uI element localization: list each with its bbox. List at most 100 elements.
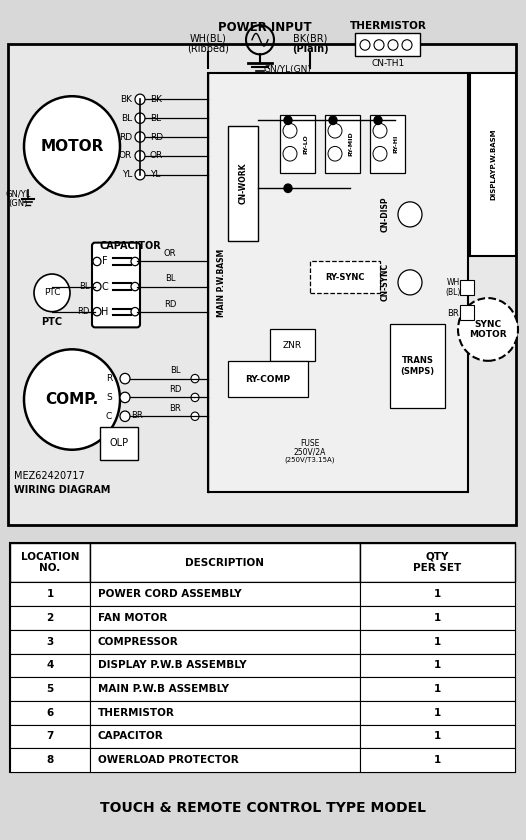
Text: QTY
PER SET: QTY PER SET [413,552,462,574]
Circle shape [374,116,382,124]
Bar [390,324,445,408]
Bar [90,748,360,772]
Circle shape [34,274,70,312]
Text: (Plain): (Plain) [292,44,328,54]
Text: 3: 3 [46,637,54,647]
Text: YL: YL [150,171,160,179]
Circle shape [120,392,130,402]
Bar [470,73,516,256]
Text: RY-HI: RY-HI [393,134,399,153]
Bar [360,630,515,654]
Text: C: C [102,281,108,291]
Text: BL: BL [150,113,161,123]
Circle shape [131,257,139,265]
Text: BL: BL [170,366,180,375]
Bar [90,677,360,701]
Text: 8: 8 [46,755,54,765]
Text: 4: 4 [46,660,54,670]
Text: RD: RD [150,133,163,141]
Text: H: H [102,307,109,317]
Bar [360,677,515,701]
Text: CN-TH1: CN-TH1 [371,59,404,67]
Text: MOTOR: MOTOR [41,139,104,154]
Text: RY-COMP: RY-COMP [246,375,290,384]
Text: 6: 6 [46,708,54,718]
Bar [360,725,515,748]
Circle shape [398,270,422,295]
Bar [228,125,258,240]
Text: POWER INPUT: POWER INPUT [218,21,312,34]
Text: COMPRESSOR: COMPRESSOR [98,637,179,647]
Text: CAPACITOR: CAPACITOR [100,240,162,250]
Text: BL: BL [79,282,90,291]
Bar [370,115,405,172]
Bar [90,582,360,606]
Text: RD: RD [119,133,132,141]
Bar [90,654,360,677]
Text: RY-MID: RY-MID [349,131,353,156]
Circle shape [120,411,130,422]
Text: OR: OR [119,151,132,160]
Text: RY-SYNC: RY-SYNC [325,273,365,281]
Text: CAPACITOR: CAPACITOR [98,732,164,742]
Bar [280,115,315,172]
Text: RY-LO: RY-LO [304,134,309,154]
Circle shape [135,150,145,161]
Text: BR: BR [132,411,143,420]
Text: BK(BR): BK(BR) [293,34,327,44]
Text: PTC: PTC [42,317,63,327]
Circle shape [93,307,101,316]
Bar [10,748,90,772]
Text: DISPLAYP.W.BASM: DISPLAYP.W.BASM [490,129,496,201]
Bar [208,73,468,491]
Text: 1: 1 [434,684,441,694]
Bar [460,306,474,320]
Text: DISPLAY P.W.B ASSEMBLY: DISPLAY P.W.B ASSEMBLY [98,660,247,670]
Bar [10,543,90,582]
Circle shape [135,94,145,105]
Circle shape [191,412,199,421]
Text: THERMISTOR: THERMISTOR [98,708,175,718]
Text: BK: BK [120,95,132,104]
Bar [90,543,360,582]
Bar [270,329,315,361]
Circle shape [131,282,139,291]
Text: RD: RD [78,307,90,316]
Text: OR: OR [150,151,163,160]
Circle shape [120,373,130,384]
Bar [310,261,380,293]
Text: WIRING DIAGRAM: WIRING DIAGRAM [14,486,110,496]
Circle shape [135,132,145,142]
Bar [325,115,360,172]
Bar [228,361,308,397]
Text: (Ribbed): (Ribbed) [187,44,229,54]
Text: 1: 1 [434,708,441,718]
Bar [360,543,515,582]
Bar [10,701,90,725]
Text: OR: OR [164,249,176,259]
Bar [90,725,360,748]
Circle shape [131,307,139,316]
Text: C: C [106,412,112,421]
Bar [360,701,515,725]
Bar [360,606,515,630]
Circle shape [24,349,120,449]
Text: CN-SYNC: CN-SYNC [380,263,389,302]
Bar [355,34,420,56]
Text: 7: 7 [46,732,54,742]
Text: YL: YL [122,171,132,179]
Bar [10,606,90,630]
Circle shape [191,375,199,383]
Text: DESCRIPTION: DESCRIPTION [186,558,265,568]
Text: LOCATION
NO.: LOCATION NO. [21,552,79,574]
Text: RD: RD [164,300,176,308]
Bar [10,725,90,748]
Text: CN-WORK: CN-WORK [238,162,248,204]
Circle shape [329,116,337,124]
Text: TOUCH & REMOTE CONTROL TYPE MODEL: TOUCH & REMOTE CONTROL TYPE MODEL [100,801,426,815]
Text: 1: 1 [434,590,441,599]
Text: GN/YL
(GN): GN/YL (GN) [5,189,31,208]
Text: RD: RD [169,386,181,394]
Circle shape [191,393,199,402]
Text: CN-DISP: CN-DISP [380,197,389,232]
